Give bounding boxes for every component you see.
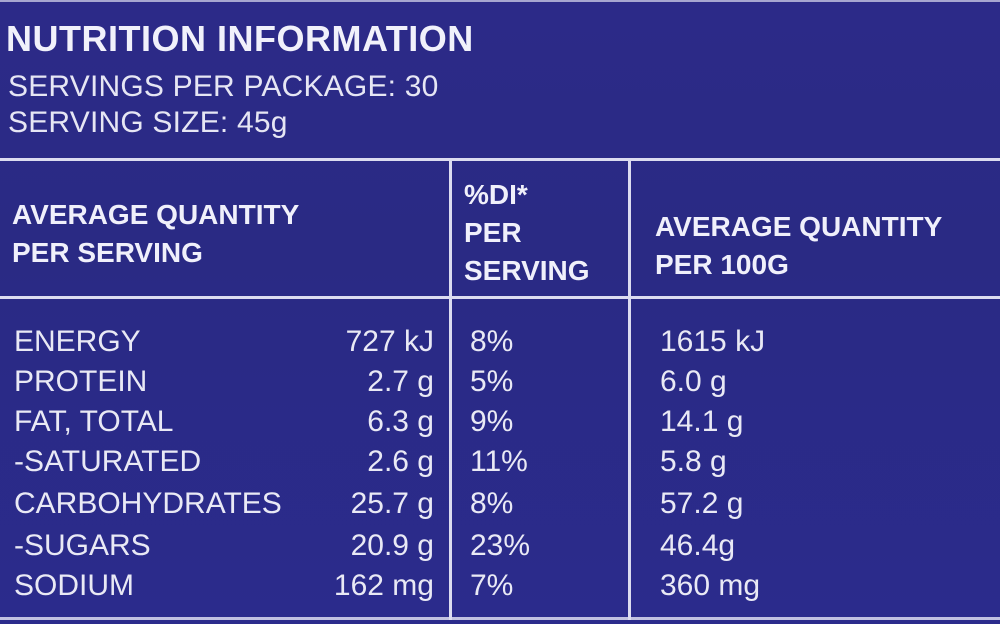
table-row: -SATURATED 2.6 g 11% 5.8 g [0,445,1000,485]
per-100g-value: 360 mg [660,569,761,602]
table-row: CARBOHYDRATES 25.7 g 8% 57.2 g [0,487,1000,527]
table-row: -SUGARS 20.9 g 23% 46.4g [0,529,1000,569]
di-value: 23% [470,529,531,562]
nutrient-name: -SUGARS [14,529,151,562]
header-per-serving-line2: PER SERVING [12,237,203,268]
panel-title: NUTRITION INFORMATION [6,18,474,59]
header-per-serving-line1: AVERAGE QUANTITY [12,199,300,230]
nutrient-name: FAT, TOTAL [14,405,174,438]
per-serving-value: 2.6 g [367,445,434,478]
servings-per-package: SERVINGS PER PACKAGE: 30 [8,70,439,103]
per-100g-value: 6.0 g [660,365,727,398]
top-border [0,0,1000,2]
header-per-100g: AVERAGE QUANTITY PER 100G [655,208,942,284]
header-di-line1: %DI* [464,179,528,210]
di-value: 8% [470,487,514,520]
di-value: 9% [470,405,514,438]
di-value: 11% [470,445,528,478]
per-serving-value: 2.7 g [367,365,434,398]
table-row: SODIUM 162 mg 7% 360 mg [0,569,1000,609]
header-di-line2: PER [464,217,522,248]
header-per-100g-line2: PER 100G [655,249,789,280]
header-per-serving: AVERAGE QUANTITY PER SERVING [12,196,299,272]
nutrient-name: PROTEIN [14,365,148,398]
per-serving-value: 25.7 g [350,487,434,520]
nutrient-name: -SATURATED [14,445,202,478]
table-top-rule [0,158,1000,161]
column-divider-2 [628,158,631,620]
nutrient-name: SODIUM [14,569,134,602]
di-value: 8% [470,325,514,358]
per-100g-value: 14.1 g [660,405,744,438]
nutrient-name: CARBOHYDRATES [14,487,282,520]
per-100g-value: 46.4g [660,529,736,562]
column-divider-1 [449,158,452,620]
header-bottom-rule [0,296,1000,299]
header-di: %DI* PER SERVING [464,176,590,290]
per-serving-value: 20.9 g [350,529,434,562]
table-row: PROTEIN 2.7 g 5% 6.0 g [0,365,1000,405]
di-value: 7% [470,569,514,602]
per-serving-value: 727 kJ [345,325,434,358]
per-100g-value: 5.8 g [660,445,727,478]
per-serving-value: 6.3 g [367,405,434,438]
per-serving-value: 162 mg [333,569,434,602]
table-row: FAT, TOTAL 6.3 g 9% 14.1 g [0,405,1000,445]
per-100g-value: 57.2 g [660,487,744,520]
header-di-line3: SERVING [464,255,590,286]
di-value: 5% [470,365,514,398]
header-per-100g-line1: AVERAGE QUANTITY [655,211,943,242]
per-100g-value: 1615 kJ [660,325,766,358]
table-bottom-rule [0,617,1000,620]
nutrient-name: ENERGY [14,325,141,358]
table-row: ENERGY 727 kJ 8% 1615 kJ [0,325,1000,365]
serving-size: SERVING SIZE: 45g [8,106,288,139]
